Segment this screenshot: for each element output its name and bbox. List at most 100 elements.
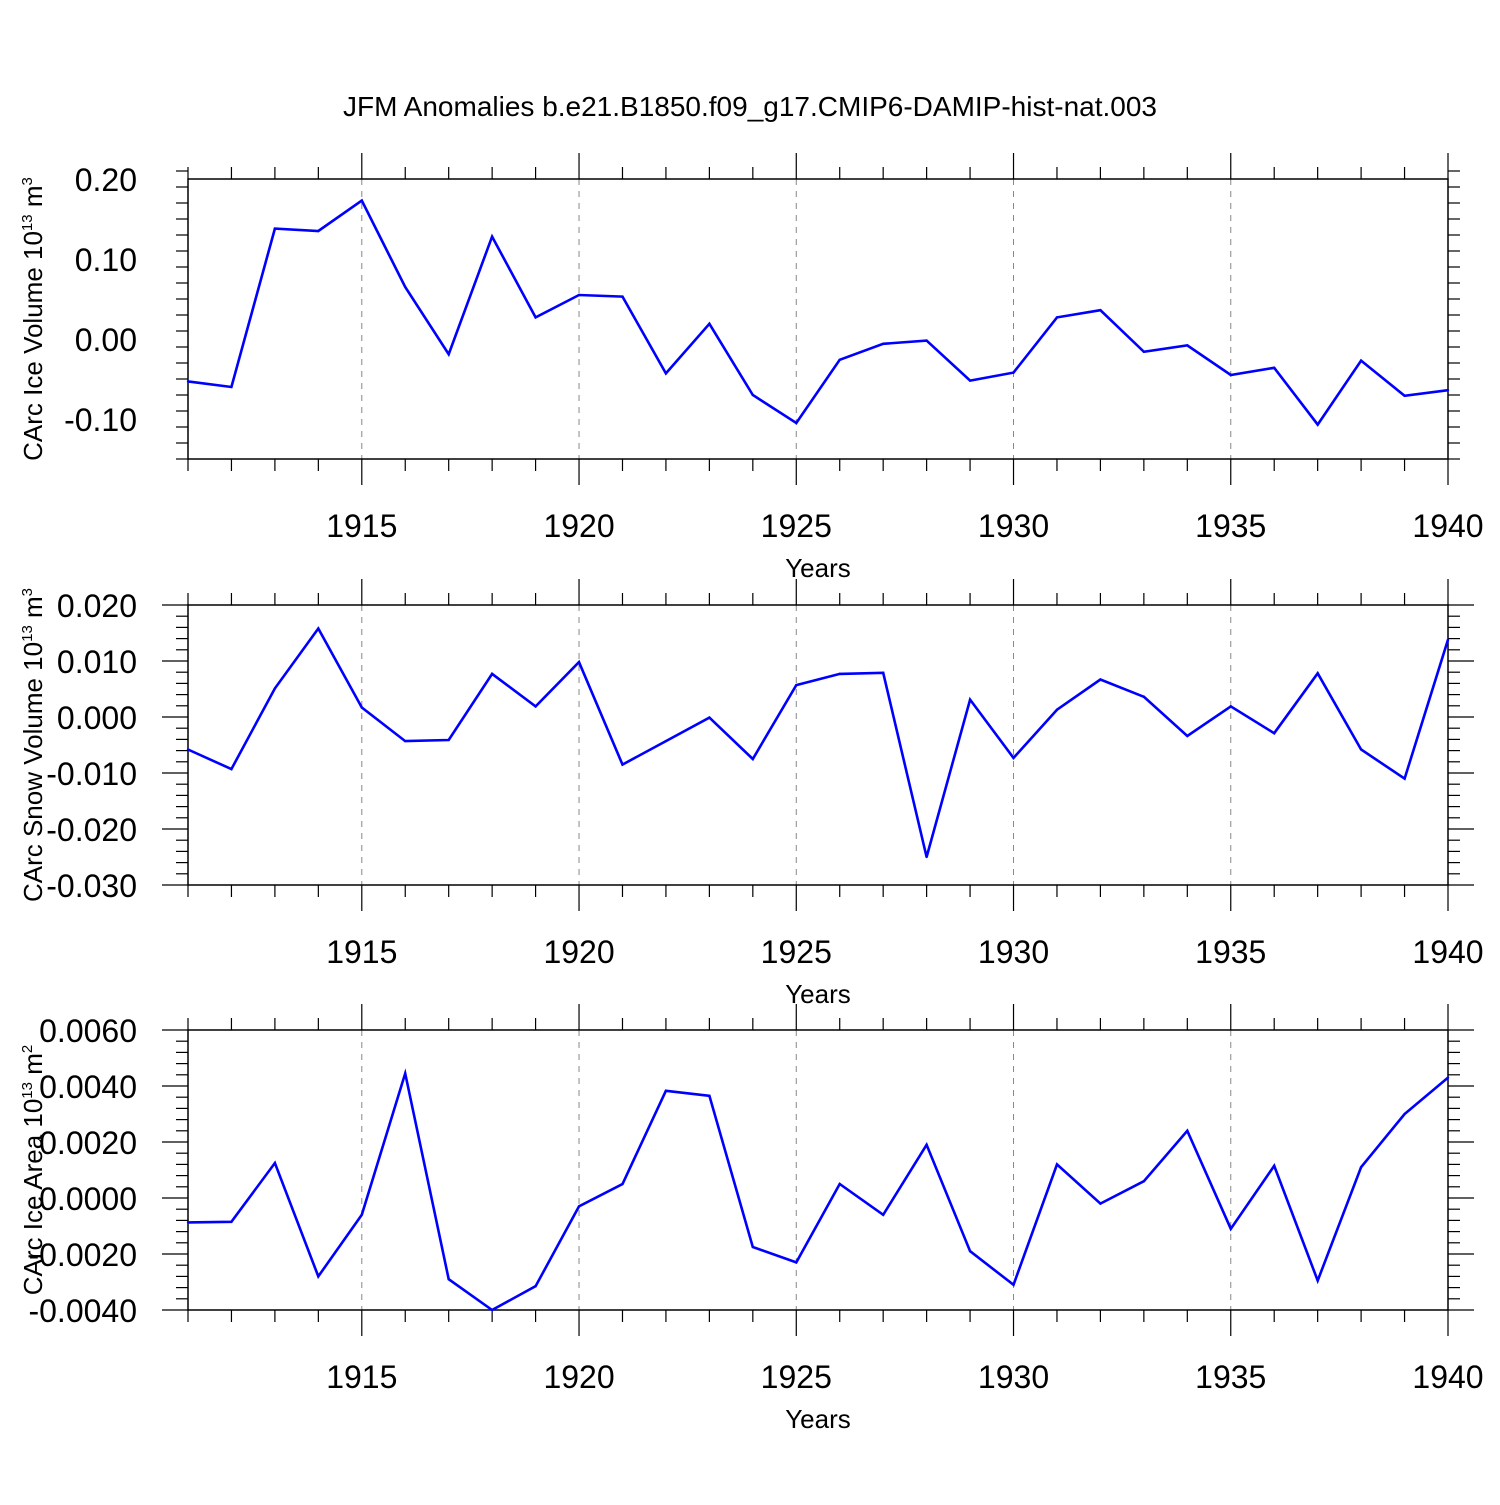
y-axis-title-part: 13 [19,214,36,231]
data-point [534,1285,537,1288]
data-point [1359,359,1363,362]
y-axis-title: CArc Ice Area 1013 m2 [18,1045,48,1295]
y-axis-title-part: 3 [19,588,36,596]
data-point [186,380,190,383]
data-point [1273,1164,1276,1168]
data-point [317,627,320,630]
data-point [838,672,841,676]
x-tick-label: 1935 [1195,1359,1266,1395]
data-point [708,716,711,719]
y-tick-label: -0.030 [46,868,137,904]
data-point [664,739,668,743]
data-point [1186,344,1189,347]
y-tick-label: -0.0020 [28,1237,137,1273]
data-point [664,372,668,375]
data-point [230,767,233,771]
data-point [490,1308,494,1312]
data-point [1142,695,1146,699]
data-point [447,1278,450,1281]
data-point [1446,1076,1450,1079]
y-tick-label: 0.0060 [39,1013,137,1049]
series-line [187,198,1449,427]
x-tick-label: 1930 [978,1359,1049,1395]
data-point [751,1245,755,1249]
data-point [1316,423,1319,426]
data-point [1055,708,1059,711]
y-tick-label: -0.0040 [28,1293,137,1329]
y-tick-label: 0.000 [57,700,137,736]
data-point [621,1182,624,1186]
y-axis-title-part: m [18,185,48,214]
data-point [968,698,972,701]
plot-frame [187,178,1449,460]
data-point [1359,1166,1363,1169]
y-axis-title-part: CArc Ice Volume 10 [18,231,48,461]
data-point [490,235,494,238]
y-tick-label: 0.20 [75,162,137,198]
data-point [447,738,450,742]
data-point [1186,734,1189,738]
x-tick-label: 1930 [978,934,1049,970]
data-point [273,687,277,690]
data-point [1273,732,1276,735]
data-point [1229,1227,1232,1231]
data-point [1142,350,1146,353]
y-tick-label: 0.0000 [39,1181,137,1217]
data-point [317,229,320,233]
data-point [1055,316,1059,319]
data-point [577,293,581,297]
panel-1: 0.20 0.10 0.00 -0.10 1915 1920 1925 1930 1935 194… [18,153,1484,583]
data-point [360,706,363,709]
y-tick-label: -0.10 [64,402,137,438]
data-point [1403,394,1406,397]
data-point [664,1089,668,1092]
data-point [186,748,190,751]
data-point [1142,1180,1146,1183]
data-point [1229,373,1232,377]
data-point [881,342,885,345]
data-point [925,1143,928,1147]
data-point [751,393,755,397]
y-tick-label: -0.020 [46,812,137,848]
data-point [1316,672,1319,675]
data-point [881,671,885,674]
data-point [1055,1163,1059,1166]
y-axis-title-part: 13 [19,625,36,642]
y-tick-label: 0.010 [57,644,137,680]
data-point [708,1094,711,1098]
y-tick-label: 0.020 [57,588,137,624]
data-point [1012,371,1015,374]
y-axis-title-part: m [18,1053,48,1082]
y-axis-title-part: CArc Ice Area 10 [18,1099,48,1296]
x-tick-label: 1925 [761,1359,832,1395]
x-tick-label: 1935 [1195,934,1266,970]
data-point [968,1250,972,1253]
y-axis-title: CArc Ice Volume 1013 m3 [18,177,48,461]
data-point [1403,777,1406,780]
x-tick-label: 1925 [761,934,832,970]
y-axis-title: CArc Snow Volume 1013 m3 [18,588,48,902]
data-point [1012,1283,1015,1287]
x-axis-title: Years [785,979,851,1009]
x-tick-label: 1925 [761,508,832,544]
y-tick-label: 0.0040 [39,1069,137,1105]
data-point [273,227,277,230]
data-point [1099,678,1102,681]
plot-frame [187,1029,1449,1311]
data-point [230,1220,233,1224]
x-tick-label: 1915 [326,934,397,970]
data-point [360,1213,363,1217]
data-point [404,285,407,289]
y-tick-label: 0.10 [75,242,137,278]
y-tick-label: 0.00 [75,322,137,358]
series-line [187,1068,1449,1312]
data-point [881,1213,885,1217]
data-point [577,1205,581,1208]
y-axis-title-part: 2 [19,1045,36,1053]
data-point [621,763,624,766]
x-tick-label: 1940 [1412,934,1483,970]
panel-3: 0.0060 0.0040 0.0020 0.0000 -0.0020 -0.0040 19… [18,1004,1484,1434]
y-axis-title-part: m [18,596,48,625]
x-tick-label: 1935 [1195,508,1266,544]
data-point [447,353,450,356]
